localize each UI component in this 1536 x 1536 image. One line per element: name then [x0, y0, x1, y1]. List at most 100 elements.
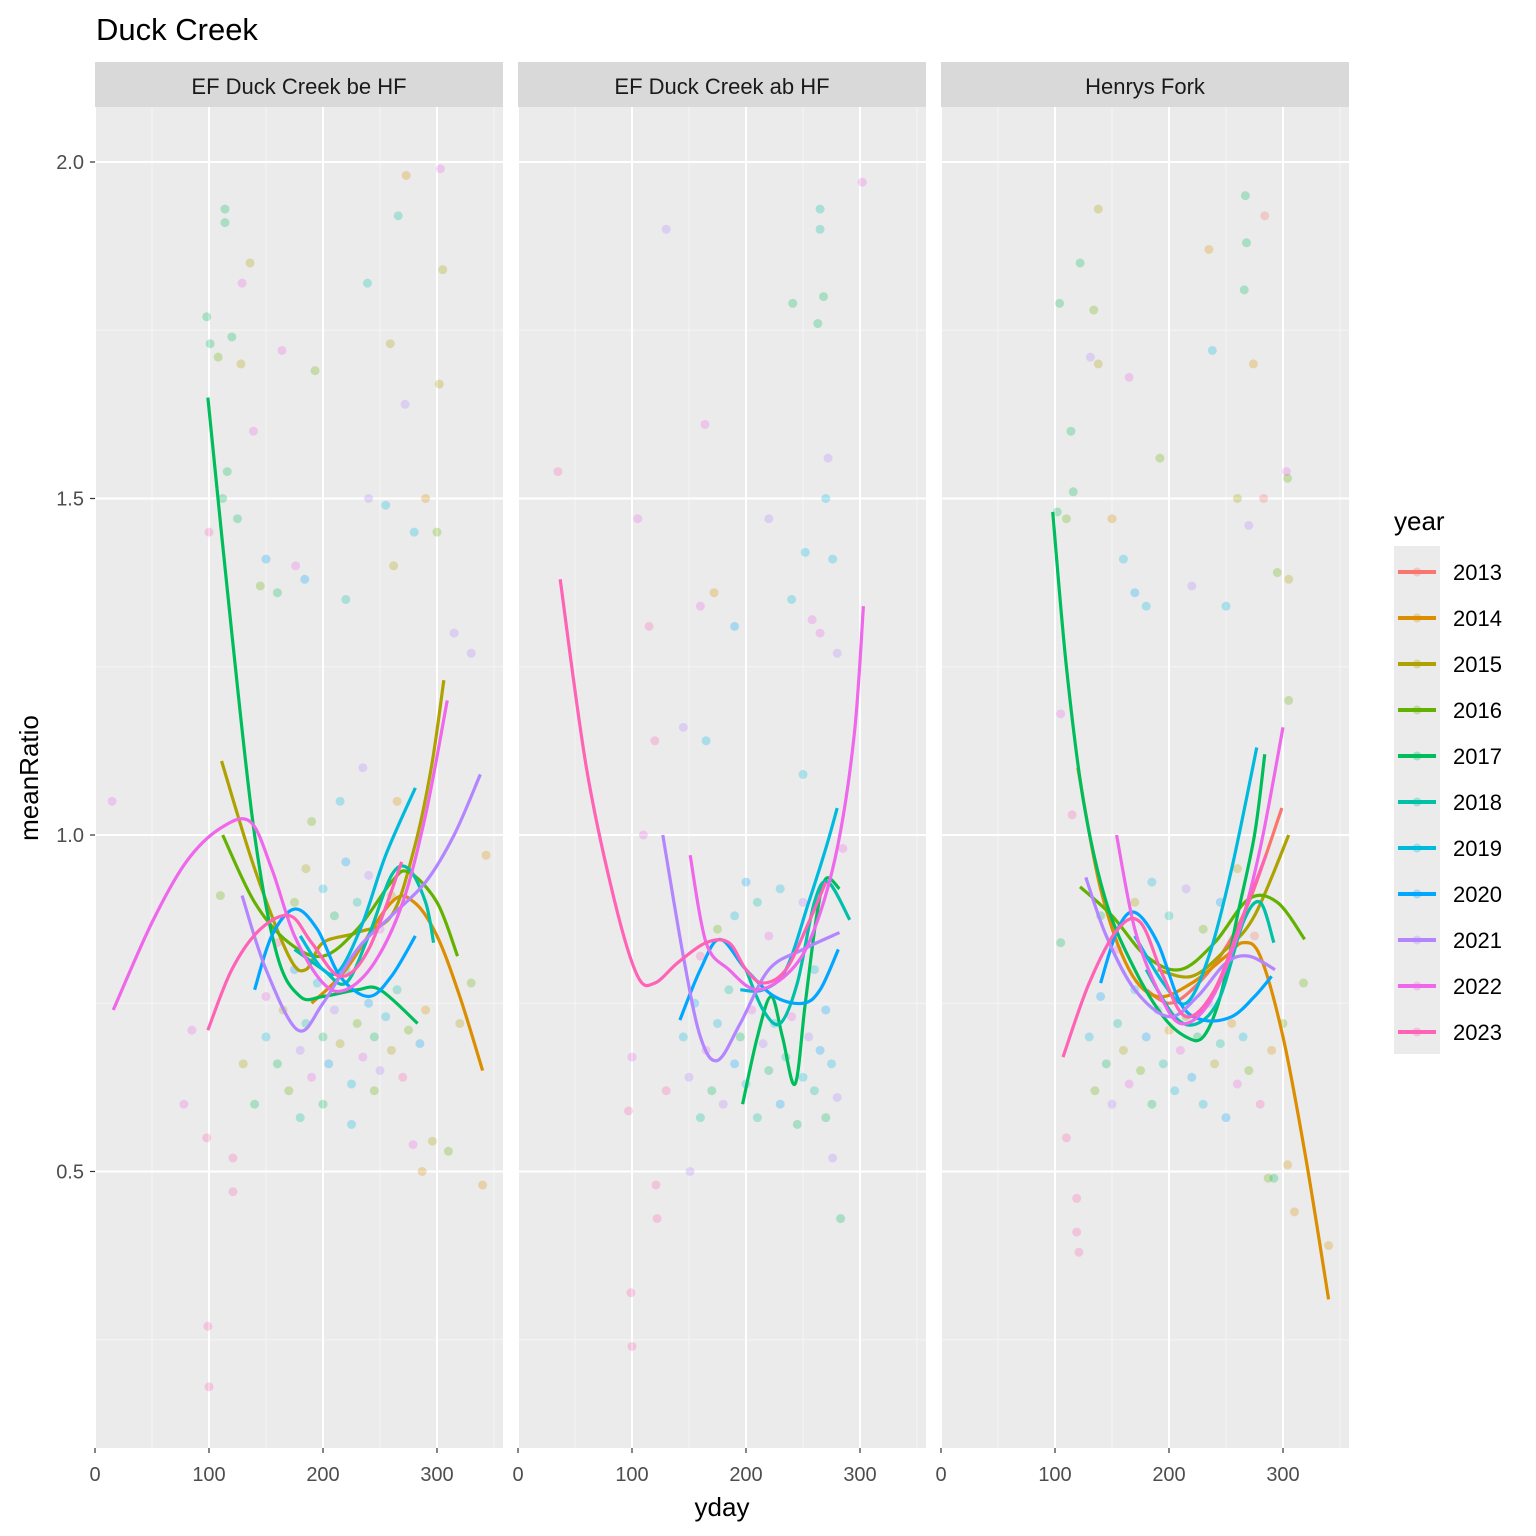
- data-point: [307, 817, 317, 827]
- data-point: [1244, 1066, 1254, 1076]
- y-tick-label: 1.0: [56, 825, 84, 847]
- data-point: [678, 722, 688, 732]
- x-tick-label: 100: [615, 1464, 648, 1486]
- legend-key-point: [1412, 567, 1422, 577]
- data-point: [1130, 588, 1140, 598]
- data-point: [695, 1113, 705, 1123]
- data-point: [220, 218, 230, 228]
- data-point: [1232, 864, 1242, 874]
- data-point: [787, 594, 797, 604]
- data-point: [401, 170, 411, 180]
- data-point: [203, 1321, 213, 1331]
- data-point: [1085, 352, 1095, 362]
- data-point: [375, 1066, 385, 1076]
- data-point: [1124, 372, 1134, 382]
- data-point: [261, 554, 271, 564]
- data-point: [804, 1032, 814, 1042]
- panel: Henrys Fork 0 100 200 300: [935, 62, 1349, 1486]
- data-point: [724, 985, 734, 995]
- data-point: [381, 1012, 391, 1022]
- data-point: [369, 1032, 379, 1042]
- data-point: [295, 1113, 305, 1123]
- data-point: [255, 581, 265, 591]
- facet-strip: [95, 62, 503, 107]
- data-point: [1170, 1086, 1180, 1096]
- data-point: [341, 594, 351, 604]
- data-point: [432, 527, 442, 537]
- data-point: [758, 1039, 768, 1049]
- data-point: [684, 1072, 694, 1082]
- data-point: [1090, 1086, 1100, 1096]
- data-point: [358, 1052, 368, 1062]
- smooth-line-2017: [1051, 511, 1267, 1043]
- data-point: [1075, 258, 1085, 268]
- data-point: [1147, 1099, 1157, 1109]
- facet-strip-label: Henrys Fork: [1085, 74, 1206, 99]
- data-point: [329, 911, 339, 921]
- legend: year 2013 2014 2015 2016 2017 2018 2019 2020 202…: [1394, 506, 1502, 1054]
- data-point: [352, 897, 362, 907]
- data-point: [478, 1180, 488, 1190]
- data-point: [421, 494, 431, 503]
- data-point: [1289, 1207, 1299, 1217]
- data-point: [1107, 514, 1117, 524]
- data-point: [1238, 1032, 1248, 1042]
- data-point: [1066, 426, 1076, 436]
- data-point: [813, 319, 823, 329]
- data-point: [261, 1032, 271, 1042]
- data-point: [624, 1106, 634, 1116]
- data-point: [466, 648, 476, 658]
- y-tick-label: 2.0: [56, 152, 84, 174]
- smooth-line-2020: [253, 907, 417, 999]
- data-point: [633, 514, 643, 524]
- data-point: [1089, 305, 1099, 315]
- data-point: [455, 1018, 465, 1028]
- data-point: [1056, 938, 1066, 948]
- data-point: [1227, 1018, 1237, 1028]
- data-point: [389, 561, 399, 571]
- data-point: [261, 992, 271, 1002]
- smooth-line-2019: [1133, 747, 1259, 1006]
- data-point: [1284, 695, 1294, 705]
- x-tick-label: 300: [420, 1464, 453, 1486]
- data-point: [272, 1059, 282, 1069]
- data-point: [284, 1086, 294, 1096]
- data-point: [832, 1092, 842, 1102]
- data-point: [627, 1052, 637, 1062]
- data-point: [1055, 298, 1065, 308]
- data-point: [685, 1167, 695, 1176]
- data-point: [730, 621, 740, 631]
- data-point: [364, 870, 374, 880]
- data-point: [435, 164, 445, 174]
- data-point: [438, 265, 448, 275]
- data-point: [741, 877, 751, 887]
- data-point: [335, 796, 345, 806]
- data-point: [307, 1072, 317, 1082]
- data-point: [650, 736, 660, 746]
- data-point: [1056, 709, 1066, 719]
- data-point: [1269, 1173, 1279, 1183]
- smooth-line-2017: [206, 397, 419, 1025]
- data-point: [764, 514, 774, 524]
- data-point: [1242, 238, 1252, 248]
- data-point: [828, 1153, 838, 1163]
- panel-background: [95, 107, 503, 1448]
- data-point: [1263, 1173, 1273, 1183]
- chart-title: Duck Creek: [96, 12, 258, 47]
- data-point: [718, 1099, 728, 1109]
- data-point: [272, 588, 282, 598]
- smooth-line-2022: [1114, 727, 1285, 1026]
- data-point: [1210, 1059, 1220, 1069]
- legend-key-point: [1412, 751, 1422, 761]
- facet-strip: [518, 62, 926, 107]
- legend-key-point: [1412, 797, 1422, 807]
- legend-key-point: [1412, 659, 1422, 669]
- data-point: [809, 965, 819, 975]
- data-point: [1068, 487, 1078, 497]
- data-point: [709, 588, 719, 598]
- x-tick-label: 200: [306, 1464, 339, 1486]
- data-point: [381, 500, 391, 510]
- data-point: [449, 628, 459, 638]
- data-point: [730, 1059, 740, 1069]
- data-point: [1187, 581, 1197, 591]
